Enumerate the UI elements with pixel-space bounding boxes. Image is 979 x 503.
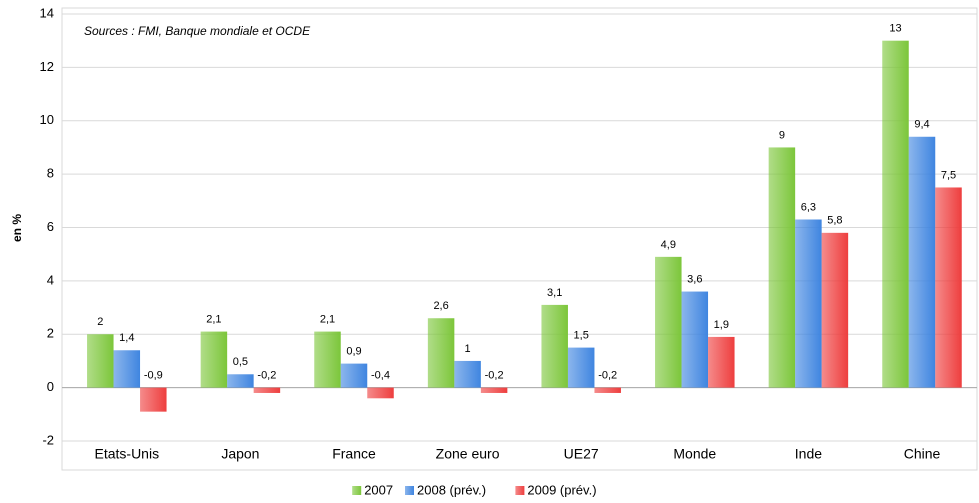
- bar: [882, 40, 909, 388]
- value-label: 3,1: [547, 287, 562, 299]
- bar: [340, 363, 368, 388]
- bar: [935, 187, 962, 388]
- value-label: 9,4: [914, 119, 929, 131]
- y-tick-label: 12: [40, 59, 54, 74]
- plot-frame: [61, 7, 978, 471]
- y-tick-label: 4: [47, 272, 54, 287]
- x-tick-label: Japon: [221, 446, 259, 462]
- value-label: 13: [889, 23, 901, 35]
- value-label: 2: [97, 316, 103, 328]
- value-label: -0,2: [598, 370, 617, 382]
- bar: [594, 387, 621, 393]
- bar: [795, 219, 822, 388]
- value-label: 1,9: [714, 319, 729, 331]
- bar: [314, 331, 341, 388]
- legend-label: 2008 (prév.): [417, 482, 486, 497]
- value-label: 1: [465, 343, 471, 355]
- bar: [908, 136, 936, 388]
- bar: [140, 387, 167, 412]
- value-label: -0,2: [485, 370, 504, 382]
- y-axis-label: en %: [10, 214, 24, 242]
- bar: [200, 331, 228, 388]
- x-tick-label: Chine: [904, 446, 941, 462]
- value-label: 7,5: [941, 169, 956, 181]
- bar: [480, 387, 508, 393]
- y-tick-label: 6: [47, 219, 54, 234]
- y-tick-label: 10: [40, 112, 54, 127]
- value-label: 5,8: [827, 215, 842, 227]
- value-label: 4,9: [661, 239, 676, 251]
- value-label: 0,9: [346, 346, 361, 358]
- x-tick-label: Zone euro: [436, 446, 500, 462]
- bar: [253, 387, 281, 393]
- annotation: Sources : FMI, Banque mondiale et OCDE: [84, 24, 311, 38]
- legend-swatch: [515, 486, 525, 495]
- value-label: 6,3: [801, 201, 816, 213]
- value-label: 2,6: [433, 300, 448, 312]
- bar: [655, 256, 682, 388]
- value-label: -0,4: [371, 370, 390, 382]
- bar: [708, 336, 735, 388]
- x-tick-label: UE27: [564, 446, 599, 462]
- bar: [567, 347, 595, 388]
- y-tick-label: 8: [47, 166, 54, 181]
- x-tick-label: France: [332, 446, 376, 462]
- y-tick-label: 14: [40, 5, 54, 20]
- bar: [87, 334, 114, 388]
- y-tick-label: 0: [47, 379, 54, 394]
- bar: [454, 360, 481, 388]
- value-label: 2,1: [206, 313, 221, 325]
- value-label: 3,6: [687, 273, 702, 285]
- bar: [768, 147, 796, 388]
- x-tick-label: Etats-Unis: [95, 446, 160, 462]
- value-label: -0,2: [257, 370, 276, 382]
- value-label: 0,5: [233, 356, 248, 368]
- bar: [427, 318, 455, 388]
- legend-swatch: [405, 486, 414, 495]
- value-label: -0,9: [144, 370, 163, 382]
- bar: [227, 374, 254, 388]
- x-tick-label: Monde: [673, 446, 716, 462]
- y-tick-label: 2: [47, 326, 54, 341]
- bar: [681, 291, 709, 388]
- bar: [367, 387, 394, 399]
- legend-swatch: [352, 486, 362, 495]
- value-label: 1,4: [119, 332, 134, 344]
- bar: [541, 304, 568, 388]
- x-tick-label: Inde: [795, 446, 822, 462]
- value-label: 1,5: [574, 330, 589, 342]
- bar: [821, 232, 849, 388]
- value-label: 9: [779, 129, 785, 141]
- y-tick-label: -2: [42, 432, 54, 447]
- legend-label: 2009 (prév.): [527, 482, 596, 497]
- bar: [113, 350, 141, 388]
- value-label: 2,1: [320, 313, 335, 325]
- legend-label: 2007: [364, 482, 393, 497]
